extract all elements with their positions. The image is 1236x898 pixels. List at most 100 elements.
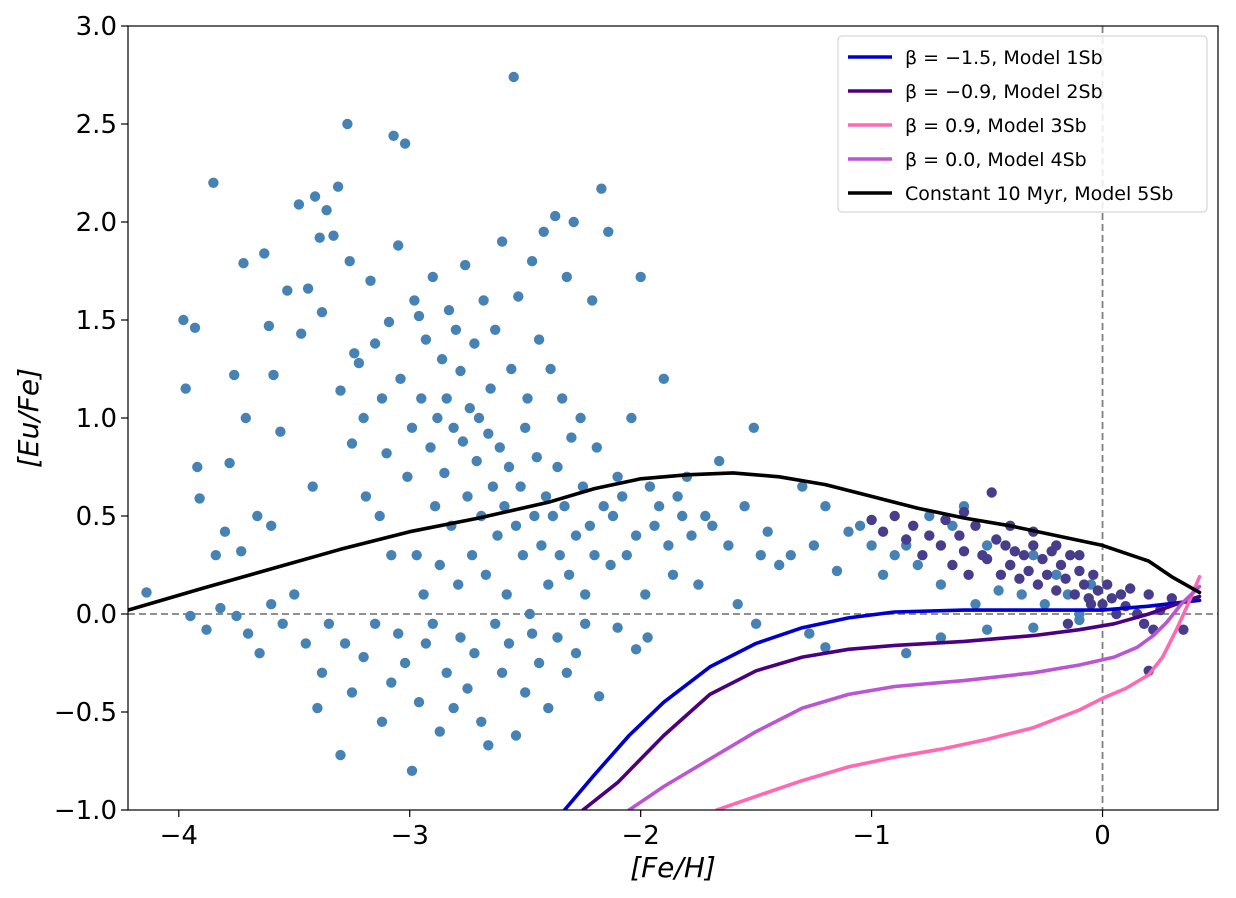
scatter-point-halo-25 xyxy=(307,481,318,492)
scatter-point-halo-85 xyxy=(487,481,499,492)
scatter-point-halo-37 xyxy=(358,412,369,424)
model-line-5 xyxy=(128,471,1202,612)
scatter-point-disk-0 xyxy=(866,514,877,526)
scatter-point-halo-131 xyxy=(603,226,614,237)
scatter-point-halo-176 xyxy=(947,520,958,531)
scatter-point-disk-33 xyxy=(1065,550,1076,561)
scatter-point-halo-157 xyxy=(739,501,750,512)
y-tick-label-0: −1.0 xyxy=(54,796,117,826)
scatter-point-halo-72 xyxy=(457,436,469,447)
scatter-point-halo-92 xyxy=(503,461,515,473)
scatter-point-halo-214 xyxy=(386,677,397,688)
scatter-point-halo-139 xyxy=(635,271,646,283)
scatter-point-disk-17 xyxy=(991,534,1002,545)
scatter-point-halo-160 xyxy=(762,526,773,537)
scatter-point-disk-61 xyxy=(1062,618,1074,629)
scatter-point-halo-9 xyxy=(219,526,231,537)
scatter-point-halo-18 xyxy=(266,520,277,531)
y-axis-label: [Eu/Fe] xyxy=(12,368,45,468)
scatter-point-halo-30 xyxy=(332,181,344,192)
scatter-point-halo-0 xyxy=(141,587,152,598)
model-lines xyxy=(128,471,1202,810)
scatter-point-halo-141 xyxy=(644,481,656,492)
scatter-point-halo-135 xyxy=(617,491,628,502)
scatter-point-halo-20 xyxy=(282,285,293,296)
scatter-point-halo-182 xyxy=(1016,589,1027,600)
scatter-point-disk-39 xyxy=(1092,585,1104,596)
scatter-point-halo-195 xyxy=(185,610,196,622)
scatter-point-halo-55 xyxy=(416,393,427,404)
scatter-point-halo-133 xyxy=(607,510,619,522)
scatter-point-halo-189 xyxy=(820,642,831,653)
scatter-point-disk-12 xyxy=(963,569,974,580)
scatter-point-halo-144 xyxy=(658,373,669,384)
scatter-point-halo-156 xyxy=(732,599,743,610)
scatter-point-halo-86 xyxy=(490,324,501,335)
scatter-point-halo-51 xyxy=(406,422,418,433)
scatter-point-halo-22 xyxy=(293,199,305,210)
scatter-point-halo-136 xyxy=(621,550,632,561)
scatter-point-halo-69 xyxy=(450,324,462,335)
scatter-point-halo-197 xyxy=(215,602,226,614)
scatter-point-halo-225 xyxy=(462,683,473,694)
legend-label-4: β = 0.0, Model 4Sb xyxy=(905,149,1087,171)
scatter-point-halo-229 xyxy=(490,618,501,629)
scatter-point-halo-145 xyxy=(663,540,674,551)
scatter-point-halo-194 xyxy=(1074,614,1085,626)
scatter-point-halo-105 xyxy=(533,334,545,345)
scatter-point-halo-84 xyxy=(485,383,496,394)
scatter-point-halo-185 xyxy=(1051,569,1062,580)
scatter-point-halo-36 xyxy=(353,357,365,369)
scatter-point-disk-58 xyxy=(1051,540,1062,551)
scatter-point-halo-163 xyxy=(797,481,808,492)
legend-label-3: β = 0.9, Model 3Sb xyxy=(905,115,1087,137)
legend-box xyxy=(837,35,1208,213)
scatter-point-halo-126 xyxy=(587,295,598,306)
scatter-point-disk-36 xyxy=(1078,579,1090,590)
scatter-point-halo-29 xyxy=(328,230,339,241)
scatter-point-halo-45 xyxy=(386,550,397,561)
scatter-point-halo-5 xyxy=(192,461,203,473)
y-tick-label-1: −0.5 xyxy=(54,698,117,728)
scatter-point-halo-91 xyxy=(501,589,512,600)
scatter-point-halo-15 xyxy=(259,248,270,259)
scatter-point-halo-23 xyxy=(302,283,314,294)
scatter-point-halo-79 xyxy=(473,412,485,424)
scatter-point-halo-75 xyxy=(464,403,475,414)
scatter-point-halo-166 xyxy=(831,565,843,577)
scatter-point-halo-122 xyxy=(575,412,586,424)
scatter-point-halo-227 xyxy=(476,716,487,727)
scatter-point-halo-6 xyxy=(194,493,205,504)
scatter-point-halo-208 xyxy=(335,749,346,761)
scatter-point-halo-118 xyxy=(563,569,575,580)
x-tick-label-2: −2 xyxy=(622,821,660,851)
scatter-point-halo-121 xyxy=(570,530,582,541)
scatter-point-halo-237 xyxy=(552,632,563,643)
scatter-point-halo-180 xyxy=(993,585,1004,596)
scatter-point-disk-34 xyxy=(1069,589,1081,600)
scatter-point-halo-125 xyxy=(584,520,596,531)
scatter-point-halo-34 xyxy=(346,438,358,449)
scatter-point-halo-66 xyxy=(443,305,455,316)
scatter-point-disk-49 xyxy=(1143,589,1154,600)
scatter-point-halo-14 xyxy=(252,510,263,522)
scatter-point-halo-213 xyxy=(376,716,388,727)
scatter-point-halo-158 xyxy=(748,422,759,433)
scatter-point-disk-22 xyxy=(1014,573,1025,584)
scatter-point-halo-53 xyxy=(411,550,422,561)
y-tick-label-8: 3.0 xyxy=(76,12,117,42)
scatter-point-disk-42 xyxy=(1106,593,1118,604)
scatter-point-disk-48 xyxy=(1138,618,1150,629)
scatter-point-halo-207 xyxy=(323,618,335,629)
scatter-point-disk-25 xyxy=(1028,540,1039,551)
scatter-point-halo-43 xyxy=(381,448,392,459)
scatter-point-halo-54 xyxy=(413,310,425,322)
scatter-point-halo-24 xyxy=(309,191,321,202)
scatter-point-halo-211 xyxy=(358,651,369,663)
scatter-point-halo-83 xyxy=(483,428,494,439)
scatter-point-halo-140 xyxy=(640,589,651,600)
scatter-point-disk-2 xyxy=(889,510,900,522)
x-axis-label: [Fe/H] xyxy=(630,851,716,884)
scatter-point-halo-38 xyxy=(360,491,372,502)
